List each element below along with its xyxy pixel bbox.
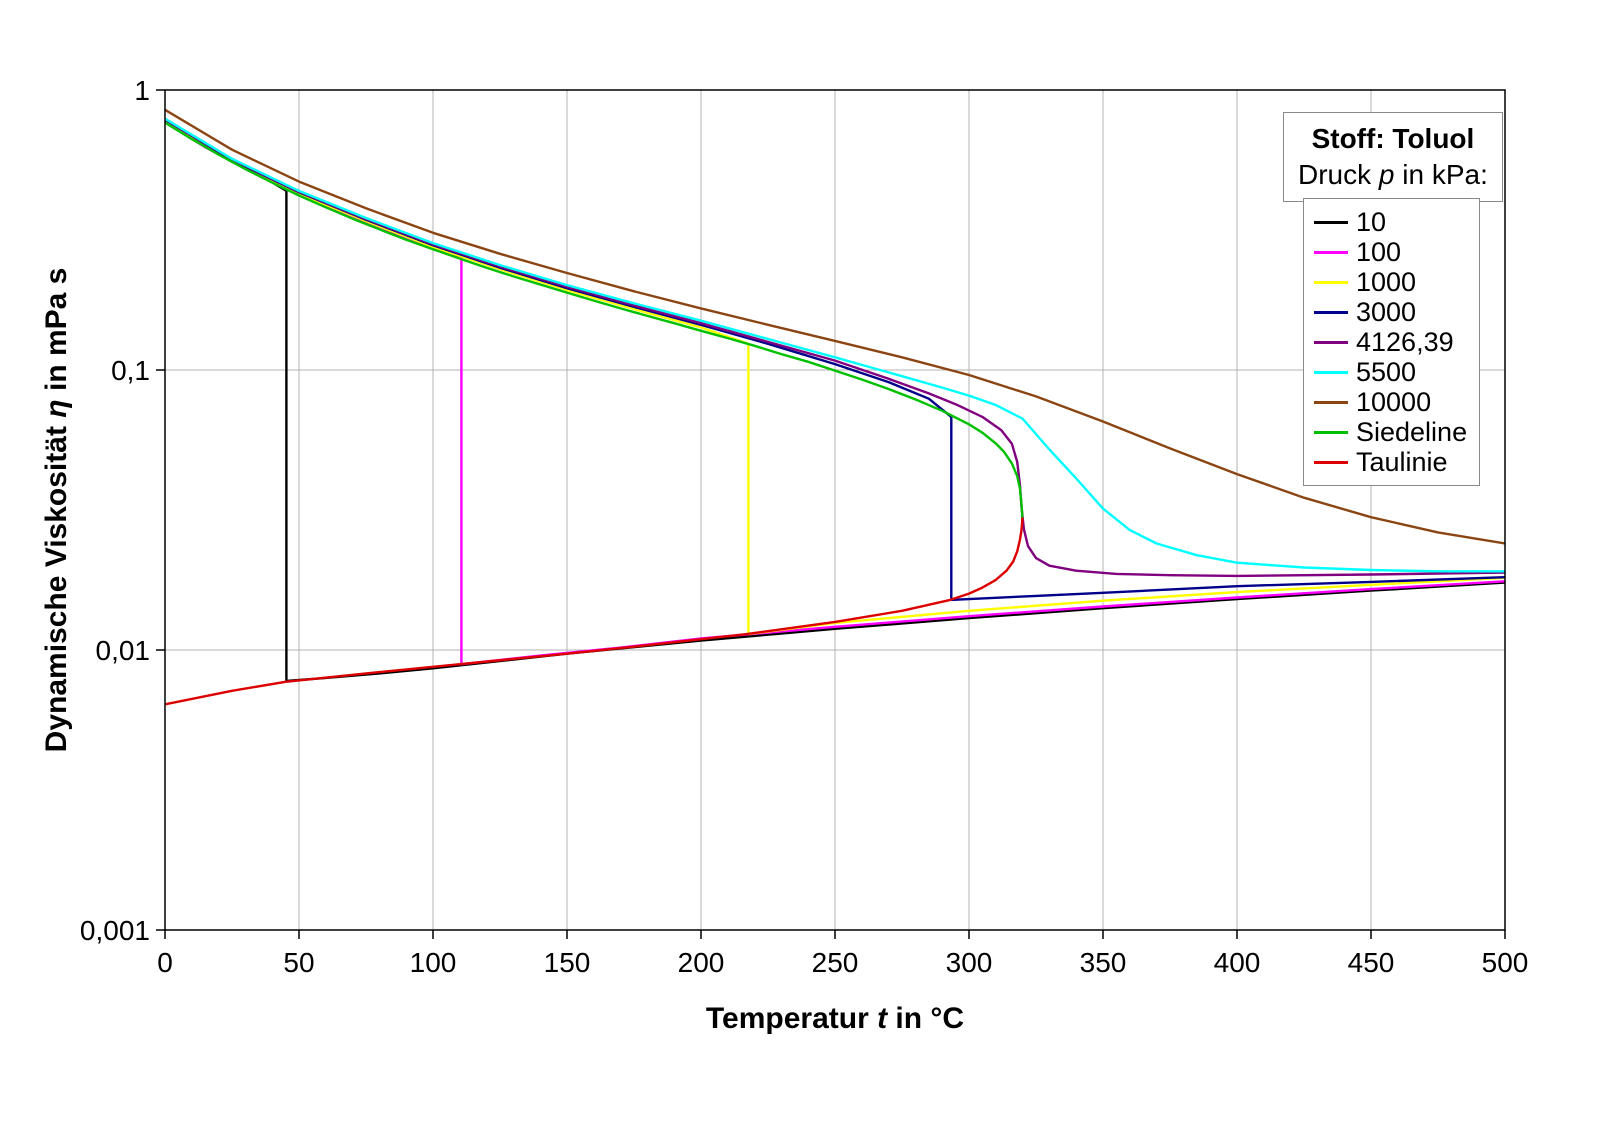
legend-item-siedeline: Siedeline [1314,417,1467,447]
legend-label: 10000 [1356,386,1432,417]
y-tick-label: 0,01 [96,635,151,666]
legend-subtitle-segment: Druck [1298,159,1379,190]
legend-swatch [1314,220,1348,224]
ticks [156,89,1506,939]
x-tick-label: 300 [946,947,993,978]
legend-label: 3000 [1356,296,1417,327]
legend-swatch [1314,280,1348,284]
x-tick-label: 250 [812,947,859,978]
series-4126-39 [165,118,1505,578]
legend-swatch [1314,370,1348,374]
x-tick-label: 50 [283,947,314,978]
series-1000 [165,119,1505,636]
legend-swatch [1314,460,1348,464]
legend-label: 100 [1356,236,1402,267]
grid [165,90,1505,930]
series-5500 [165,117,1505,573]
series-siedeline [165,121,1024,520]
y-tick-label: 0,1 [111,355,150,386]
legend-item-5500: 5500 [1314,357,1467,387]
legend-label: 1000 [1356,266,1417,297]
legend-item-1000: 1000 [1314,267,1467,297]
x-axis-title: Temperatur t in °C [706,1002,964,1035]
x-tick-label: 450 [1348,947,1395,978]
x-tick-label: 200 [678,947,725,978]
legend: 10 100 1000 3000 4126,39 5500 10000 Siedeline Ta… [1303,198,1481,486]
legend-item-100: 100 [1314,237,1467,267]
legend-subtitle-segment: p [1378,159,1395,190]
y-tick-label: 1 [134,75,150,106]
x-tick-label: 150 [544,947,591,978]
legend-swatch [1314,250,1348,254]
legend-swatch [1314,310,1348,314]
legend-label: Taulinie [1356,446,1448,477]
legend-label: 10 [1356,206,1387,237]
legend-subtitle-segment: in kPa: [1394,159,1488,190]
legend-label: 5500 [1356,356,1417,387]
legend-item-10000: 10000 [1314,387,1467,417]
x-tick-label: 100 [410,947,457,978]
x-tick-label: 500 [1482,947,1529,978]
legend-item-4126-39: 4126,39 [1314,327,1467,357]
x-tick-label: 400 [1214,947,1261,978]
legend-swatch [1314,340,1348,344]
x-tick-label: 350 [1080,947,1127,978]
tick-labels: 0 50 100 150 200 250 300 350 400 450 500 1 0,1 0,01 0,… [80,75,1528,978]
legend-title: Stoff: Toluol [1311,123,1475,154]
legend-swatch [1314,400,1348,404]
legend-subtitle: Druck p in kPa: [1298,157,1488,193]
legend-label: 4126,39 [1356,326,1454,357]
series-taulinie [165,517,1024,706]
series-10000 [165,108,1505,545]
legend-item-taulinie: Taulinie [1314,447,1467,477]
series-group [165,108,1505,706]
legend-item-10: 10 [1314,207,1467,237]
y-tick-label: 0,001 [80,915,150,946]
legend-title-box: Stoff: Toluol Druck p in kPa: [1283,112,1503,202]
y-axis-title: Dynamische Viskosität η in mPa s [40,268,73,753]
legend-swatch [1314,430,1348,434]
legend-label: Siedeline [1356,416,1468,447]
legend-item-3000: 3000 [1314,297,1467,327]
x-tick-label: 0 [157,947,173,978]
